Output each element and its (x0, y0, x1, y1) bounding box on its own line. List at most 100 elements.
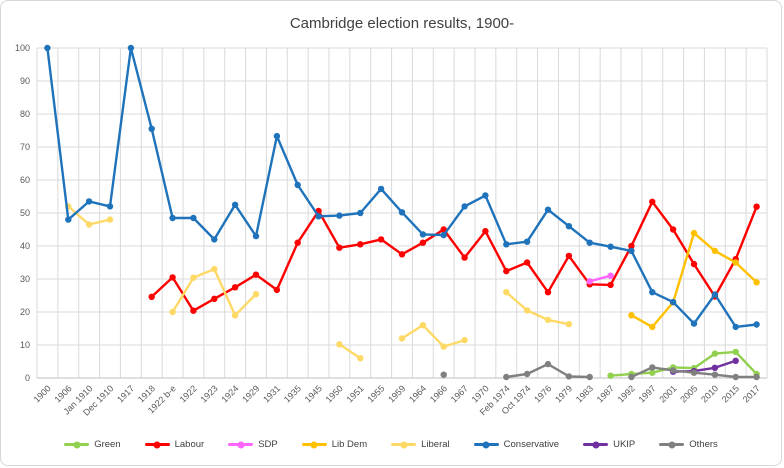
legend-item-others[interactable]: Others (659, 439, 718, 450)
series-conservative-point (169, 214, 176, 222)
x-tick: 1987 (595, 383, 616, 404)
x-tick: 1935 (282, 383, 303, 404)
legend-item-ukip[interactable]: UKIP (583, 439, 635, 450)
series-liberal-point (211, 265, 218, 273)
legend-dot-icon (592, 441, 600, 448)
x-tick-label: 2010 (699, 383, 720, 404)
series-conservative-point (440, 231, 447, 239)
series-liberal-point (169, 308, 176, 316)
series-others-point (523, 370, 531, 378)
y-tick-label: 90 (20, 76, 30, 86)
y-tick-label: 30 (20, 274, 30, 284)
x-tick: 1931 (261, 383, 282, 404)
series-conservative-point (336, 212, 343, 219)
series-conservative-point (565, 223, 573, 230)
x-tick-label: 1983 (574, 383, 595, 404)
series-labour-point (169, 274, 176, 281)
x-tick: 1959 (386, 383, 407, 404)
series-conservative-point (148, 125, 155, 132)
legend-dot-icon (73, 441, 81, 448)
series-green-point (649, 369, 656, 376)
series-lib-dem-point (753, 279, 760, 286)
chart-area[interactable]: Cambridge election results, 1900- 0 10 20 30… (1, 1, 784, 441)
series-liberal-line (338, 343, 362, 360)
x-tick-label: 2001 (657, 383, 678, 404)
series-conservative-point (106, 203, 114, 210)
series-green-line (609, 350, 758, 377)
series-liberal (65, 203, 573, 362)
y-tick-label: 100 (15, 43, 30, 53)
series-labour-point (523, 259, 531, 266)
series-others-point (440, 371, 447, 378)
x-tick-label: 1955 (365, 383, 386, 404)
series-others-point (503, 373, 510, 381)
legend-item-conservative[interactable]: Conservative (473, 439, 560, 450)
series-labour-point (628, 242, 635, 250)
legend-item-green[interactable]: Green (64, 439, 121, 450)
legend-item-lib-dem[interactable]: Lib Dem (301, 439, 367, 450)
series-lib-dem-line (630, 231, 758, 329)
series-labour-point (377, 236, 385, 243)
x-tick: 1976 (532, 383, 553, 404)
series-labour-point (544, 289, 552, 296)
series-liberal-point (565, 321, 573, 328)
series-conservative-point (586, 239, 593, 246)
legend-item-labour[interactable]: Labour (144, 439, 205, 450)
series-liberal-point (419, 322, 427, 329)
y-tick-label: 20 (20, 307, 30, 317)
legend-label: Others (689, 439, 718, 450)
series-others-point (565, 373, 573, 380)
y-tick-label: 10 (20, 340, 30, 350)
series-lib-dem-point (732, 259, 739, 266)
x-tick: 1955 (365, 383, 386, 404)
series-liberal-point (461, 336, 468, 344)
x-tick: 2001 (657, 383, 678, 404)
x-tick-label: 1950 (324, 383, 345, 404)
x-tick: 1950 (324, 383, 345, 404)
x-tick: 2005 (678, 383, 699, 404)
series-labour-point (211, 295, 218, 302)
x-tick: 1924 (219, 383, 240, 404)
series-conservative-point (252, 232, 260, 240)
series-liberal-line (400, 324, 466, 348)
x-tick: 1964 (407, 383, 428, 404)
x-tick: 1979 (553, 383, 574, 404)
legend-label: Labour (174, 439, 205, 450)
y-gridlines: 0 10 20 30 40 50 60 70 80 90 100 (15, 43, 767, 383)
series-liberal-point (523, 307, 531, 314)
series-liberal-point (544, 316, 552, 324)
legend-marker-conservative (473, 441, 499, 448)
legend-dot-icon (153, 441, 161, 448)
x-tick: 1923 (198, 383, 219, 404)
series-green-point (711, 350, 719, 357)
series-labour-point (231, 284, 239, 291)
x-tick-label: 1959 (386, 383, 407, 404)
series-labour-point (398, 251, 406, 258)
legend-label: Conservative (503, 439, 560, 450)
x-tick-label: 1923 (198, 383, 219, 404)
legend-marker-ukip (583, 441, 609, 448)
series-others-point (753, 373, 760, 381)
series-ukip-point (732, 357, 739, 364)
x-tick: 1951 (344, 383, 365, 404)
series-others-point (669, 367, 677, 374)
series-labour-point (190, 307, 197, 314)
series-others-point (544, 360, 552, 368)
series-conservative-point (732, 323, 739, 331)
y-tick-label: 40 (20, 241, 30, 251)
legend-item-liberal[interactable]: Liberal (391, 439, 450, 450)
x-tick-label: 1967 (449, 383, 470, 404)
series-conservative-point (669, 298, 677, 306)
series-sdp-point (607, 272, 614, 279)
x-tick: 1966 (428, 383, 449, 404)
series-liberal-point (106, 216, 114, 223)
legend-item-sdp[interactable]: SDP (228, 439, 278, 450)
series-conservative (44, 44, 760, 331)
x-gridlines (36, 48, 768, 378)
x-tick: 2010 (699, 383, 720, 404)
x-tick: 1983 (574, 383, 595, 404)
series-others (440, 360, 760, 381)
series-labour-point (252, 271, 260, 278)
x-tick: 2017 (741, 383, 762, 404)
series-sdp-point (586, 278, 593, 285)
